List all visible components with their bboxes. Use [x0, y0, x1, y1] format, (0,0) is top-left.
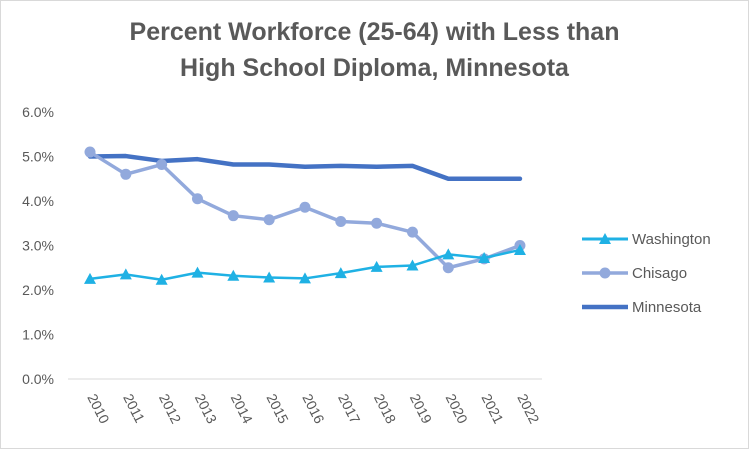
y-tick-label: 6.0% — [22, 104, 54, 120]
x-tick-label: 2015 — [263, 391, 291, 426]
legend-label-washington: Washington — [632, 230, 711, 248]
legend-swatch-chisago — [582, 267, 628, 279]
x-tick-label: 2013 — [192, 391, 220, 426]
legend-item-chisago: Chisago — [582, 256, 711, 290]
x-tick-label: 2022 — [514, 391, 542, 426]
data-point-washington — [155, 273, 168, 285]
x-tick-label: 2017 — [335, 391, 363, 426]
chart-title-line-1: Percent Workforce (25-64) with Less than — [129, 18, 620, 46]
legend-label-minnesota: Minnesota — [632, 298, 702, 316]
legend-item-washington: Washington — [582, 222, 711, 256]
data-point-washington — [84, 272, 96, 284]
y-tick-label: 0.0% — [22, 371, 54, 387]
series-layer — [84, 146, 526, 285]
x-tick-label: 2016 — [299, 391, 327, 426]
chart-title: Percent Workforce (25-64) with Less than… — [0, 14, 749, 86]
y-tick-label: 3.0% — [22, 238, 54, 254]
data-point-chisago — [191, 193, 203, 205]
data-point-washington — [442, 248, 455, 260]
legend-swatch-washington — [582, 233, 628, 244]
data-point-washington — [370, 260, 383, 272]
data-point-chisago — [299, 201, 311, 213]
y-tick-label: 4.0% — [22, 193, 54, 209]
x-tick-label: 2018 — [371, 391, 399, 426]
data-point-washington — [263, 271, 276, 283]
data-point-washington — [406, 259, 419, 271]
data-point-chisago — [406, 226, 418, 238]
data-point-chisago — [442, 262, 454, 274]
data-point-chisago — [156, 159, 168, 171]
data-point-chisago — [263, 214, 275, 226]
chart-title-line-2: High School Diploma, Minnesota — [180, 54, 569, 82]
data-point-washington — [227, 269, 240, 281]
x-tick-label: 2019 — [407, 391, 435, 426]
data-point-chisago — [335, 215, 347, 227]
data-point-washington — [298, 272, 311, 284]
chart-legend: Washington Chisago Minnesota — [582, 222, 711, 324]
x-tick-label: 2014 — [228, 391, 256, 426]
y-tick-label: 2.0% — [22, 282, 54, 298]
data-point-chisago — [84, 146, 96, 158]
y-tick-label: 1.0% — [22, 327, 54, 343]
data-point-washington — [119, 268, 132, 280]
y-tick-label: 5.0% — [22, 149, 54, 165]
legend-swatch-minnesota — [582, 304, 628, 310]
data-point-washington — [191, 266, 204, 278]
data-point-washington — [513, 243, 526, 255]
x-tick-label: 2020 — [443, 391, 471, 426]
data-point-chisago — [120, 168, 132, 180]
legend-label-chisago: Chisago — [632, 264, 688, 282]
data-point-chisago — [371, 217, 383, 229]
x-tick-label: 2012 — [156, 391, 184, 426]
x-tick-label: 2011 — [120, 391, 148, 425]
data-point-chisago — [227, 210, 239, 222]
x-tick-label: 2021 — [478, 391, 506, 426]
legend-item-minnesota: Minnesota — [582, 290, 711, 324]
x-tick-label: 2010 — [84, 391, 112, 426]
data-point-washington — [334, 267, 347, 279]
data-point-washington — [478, 251, 491, 263]
